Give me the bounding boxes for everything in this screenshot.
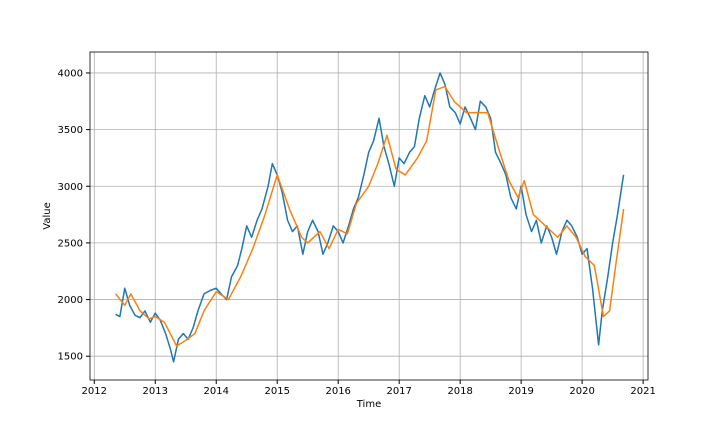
y-tick-label: 1500 xyxy=(58,352,83,363)
x-tick-label: 2017 xyxy=(386,386,411,397)
x-tick-label: 2020 xyxy=(569,386,594,397)
x-tick-label: 2013 xyxy=(143,386,168,397)
y-tick-label: 2500 xyxy=(58,238,83,249)
x-tick-label: 2015 xyxy=(264,386,289,397)
x-tick-label: 2014 xyxy=(204,386,229,397)
x-tick-label: 2018 xyxy=(447,386,472,397)
y-tick-label: 4000 xyxy=(58,68,83,79)
series-line xyxy=(115,85,625,347)
x-tick-label: 2012 xyxy=(82,386,107,397)
x-tick-label: 2016 xyxy=(325,386,350,397)
y-tick-label: 2000 xyxy=(58,295,83,306)
series-line xyxy=(115,72,625,363)
plot-frame xyxy=(89,51,649,381)
y-axis-label: Value xyxy=(42,202,53,229)
x-tick-label: 2019 xyxy=(508,386,533,397)
x-tick-label: 2021 xyxy=(630,386,655,397)
x-axis-label: Time xyxy=(356,399,381,410)
y-tick-label: 3500 xyxy=(58,125,83,136)
y-tick-label: 3000 xyxy=(58,182,83,193)
